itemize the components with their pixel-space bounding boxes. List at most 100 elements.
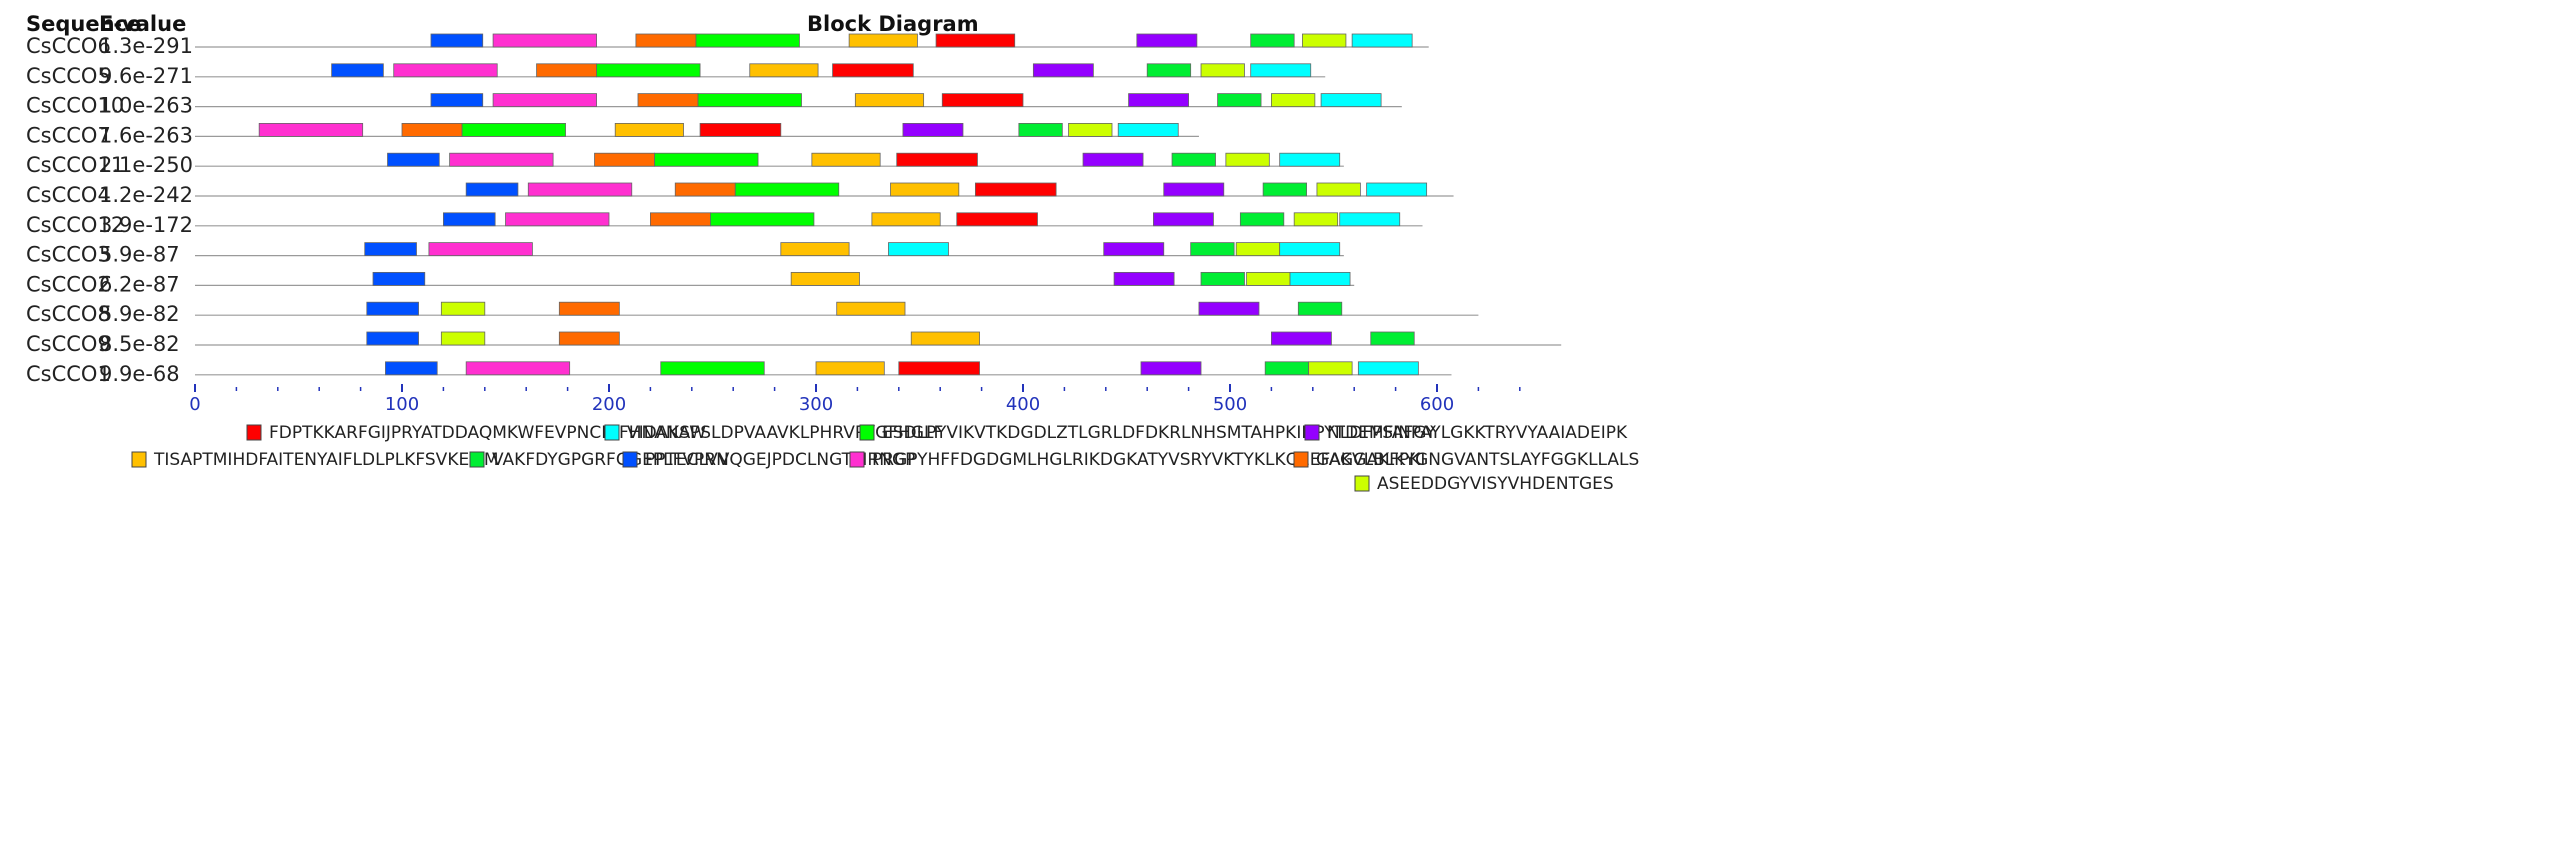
motif-block-m4 <box>1032 63 1094 78</box>
motif-block-m9 <box>536 63 597 78</box>
motif-block-m4 <box>1153 212 1214 227</box>
sequence-name: CsCCO8 <box>26 302 111 326</box>
motif-block-m6 <box>1171 152 1216 167</box>
tick-label: 0 <box>189 394 200 415</box>
evalue-label: 8.5e-82 <box>99 332 180 356</box>
motif-block-m10 <box>1271 93 1316 107</box>
sequence-name: CsCCO6 <box>26 34 111 58</box>
legend-label: TISAPTMIHDFAITENYAIFLDLPLKFSVKEMM <box>153 450 499 470</box>
motif-block-m10 <box>1068 123 1113 137</box>
motif-block-m3 <box>697 93 802 107</box>
legend-item: TISAPTMIHDFAITENYAIFLDLPLKFSVKEMM <box>131 450 499 470</box>
motif-block-m7 <box>331 63 384 78</box>
motif-block-m8 <box>492 33 597 48</box>
motif-block-m5 <box>790 271 860 286</box>
evalue-label: 5.9e-87 <box>99 243 180 267</box>
motif-block-m8 <box>449 152 554 167</box>
motif-block-m6 <box>1239 212 1285 227</box>
legend-swatch-m4 <box>1304 424 1320 441</box>
legend: FDPTKKARFGIJPRYATDDAQMKWFEVPNCNIFHNANAW V… <box>131 423 1639 494</box>
tick-label: 100 <box>385 394 419 415</box>
sequence-header: Sequence <box>26 12 142 36</box>
legend-item: PPTECLVVQGEJPDCLNGTYIRNGP <box>622 450 915 470</box>
motif-block-m4 <box>1103 242 1165 257</box>
motif-block-m4 <box>1271 331 1332 346</box>
legend-swatch-m7 <box>622 451 638 468</box>
tick-label: 300 <box>799 394 833 415</box>
sequence-name: CsCCO1 <box>26 362 111 386</box>
motif-block-m9 <box>650 212 711 227</box>
motif-block-m2 <box>1279 152 1341 167</box>
motif-block-m2 <box>1366 182 1428 197</box>
motif-block-m9 <box>635 33 697 48</box>
legend-item: FDPTKKARFGIJPRYATDDAQMKWFEVPNCNIFHNANAW <box>246 423 706 443</box>
motif-block-m10 <box>1293 212 1339 227</box>
motif-block-m5 <box>854 93 925 107</box>
legend-swatch-m8 <box>849 451 865 468</box>
motif-block-m6 <box>1264 361 1310 376</box>
motif-block-m10 <box>1200 63 1245 78</box>
legend-item: GAKVLBLKYGNGVANTSLAYFGGKLLALS <box>1293 450 1639 470</box>
legend-swatch-m9 <box>1293 451 1309 468</box>
motif-block-m4 <box>1113 271 1175 286</box>
motif-block-m2 <box>1357 361 1419 376</box>
motif-block-m2 <box>1351 33 1413 48</box>
motif-block-m6 <box>1250 33 1295 48</box>
motif-block-m5 <box>910 331 980 346</box>
motif-block-m3 <box>654 152 759 167</box>
legend-label: ASEEDDGYVISYVHDENTGES <box>1377 474 1614 494</box>
legend-item: NLDFPSINPAYLGKKTRYVYAAIADEIPK <box>1304 423 1628 443</box>
motif-block-m2 <box>1117 123 1179 137</box>
motif-block-m2 <box>1339 212 1401 227</box>
motif-block-m7 <box>364 242 417 257</box>
legend-swatch-m1 <box>246 424 262 441</box>
motif-block-m8 <box>258 123 364 137</box>
legend-label: VAKFDYGPGRFGGEPLFVPRN <box>492 450 729 470</box>
motif-block-m1 <box>896 152 978 167</box>
legend-swatch-m3 <box>859 424 875 441</box>
motif-block-m10 <box>1235 242 1281 257</box>
evalue-label: 3.9e-172 <box>99 213 193 237</box>
motif-block-m7 <box>366 331 419 346</box>
motif-block-m5 <box>836 301 906 316</box>
tick-label: 400 <box>1006 394 1040 415</box>
motif-block-m8 <box>465 361 571 376</box>
motif-block-m3 <box>695 33 800 48</box>
motif-block-m10 <box>440 301 486 316</box>
motif-block-m5 <box>871 212 941 227</box>
motif-block-m1 <box>956 212 1038 227</box>
motif-block-m9 <box>558 331 620 346</box>
motif-block-m5 <box>614 123 684 137</box>
motif-block-m4 <box>1136 33 1198 48</box>
motif-block-m3 <box>710 212 815 227</box>
motif-block-m4 <box>902 123 964 137</box>
motif-block-m8 <box>393 63 498 78</box>
motif-block-m4 <box>1082 152 1144 167</box>
motif-block-m9 <box>674 182 736 197</box>
motif-block-m5 <box>890 182 960 197</box>
motif-block-m1 <box>935 33 1016 48</box>
sequence-name: CsCCO11 <box>26 153 124 177</box>
motif-block-m7 <box>465 182 519 197</box>
motif-block-m5 <box>749 63 819 78</box>
evalue-label: 5.9e-82 <box>99 302 180 326</box>
motif-block-m4 <box>1140 361 1202 376</box>
sequence-name: CsCCO3 <box>26 243 111 267</box>
motif-block-m5 <box>848 33 918 48</box>
motif-block-m10 <box>1246 271 1291 286</box>
motif-block-m1 <box>941 93 1024 107</box>
motif-block-m2 <box>1289 271 1351 286</box>
motif-block-m1 <box>832 63 914 78</box>
tick-label: 500 <box>1213 394 1247 415</box>
legend-label: PPTECLVVQGEJPDCLNGTYIRNGP <box>645 450 915 470</box>
